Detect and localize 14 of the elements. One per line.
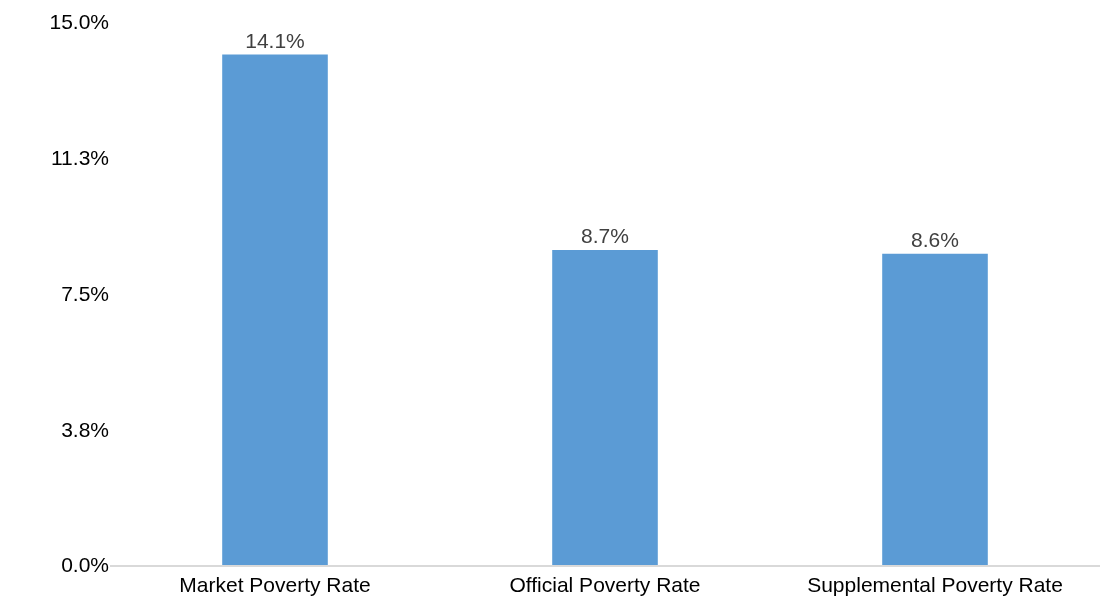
y-tick-label: 7.5% — [61, 281, 109, 305]
x-tick-label: Market Poverty Rate — [179, 572, 371, 596]
data-label: 8.6% — [911, 227, 959, 251]
y-tick-label: 3.8% — [61, 417, 109, 441]
x-tick-label: Supplemental Poverty Rate — [807, 572, 1063, 596]
bar — [222, 54, 328, 565]
y-tick-label: 11.3% — [51, 146, 109, 170]
data-label: 14.1% — [245, 28, 305, 52]
bar — [552, 250, 658, 565]
y-tick-label: 15.0% — [49, 10, 109, 34]
y-tick-label: 0.0% — [61, 553, 109, 577]
bar — [882, 253, 988, 565]
data-label: 8.7% — [581, 224, 629, 248]
x-tick-label: Official Poverty Rate — [509, 572, 701, 596]
